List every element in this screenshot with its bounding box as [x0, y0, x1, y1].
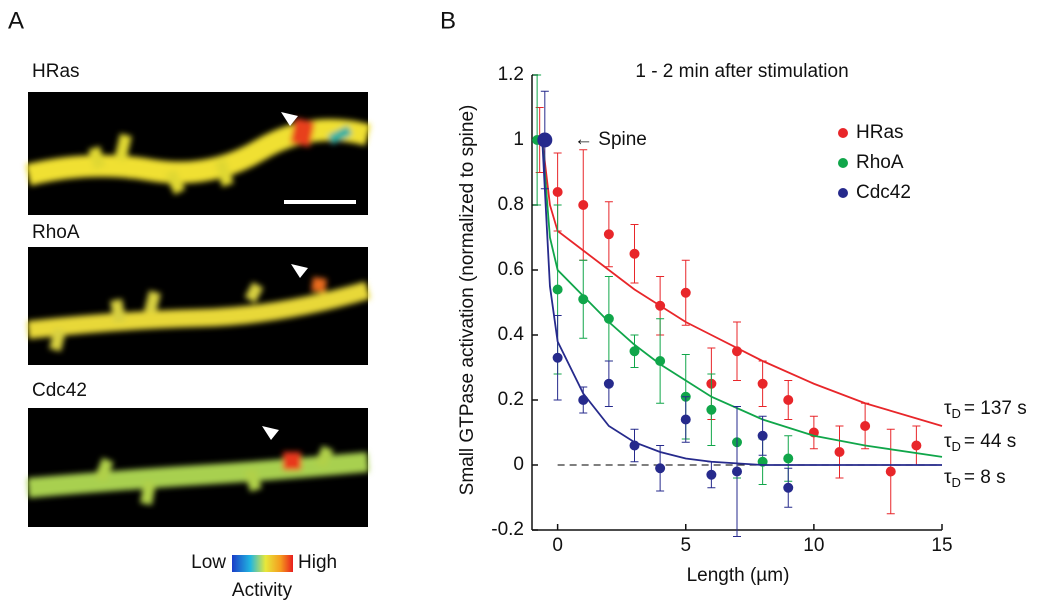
y-tick-label: 0.6	[498, 259, 524, 280]
data-point	[732, 466, 742, 477]
data-point	[603, 229, 614, 240]
data-point	[655, 463, 666, 474]
data-point	[552, 284, 563, 295]
data-point	[629, 346, 640, 357]
image-label: HRas	[32, 61, 80, 82]
tau-label: τD = 137 s	[944, 398, 1027, 421]
colorbar-high: High	[298, 552, 337, 573]
data-point	[603, 313, 614, 324]
data-point	[783, 453, 794, 464]
panel-label: A	[8, 7, 24, 34]
data-point	[655, 300, 666, 311]
data-point	[539, 135, 550, 145]
tau-symbol: τ	[944, 398, 952, 419]
y-tick-label: 1	[513, 129, 524, 150]
data-point	[834, 447, 845, 457]
x-tick-label: 15	[931, 535, 952, 556]
y-axis-label: Small GTPase activation (normalized to s…	[457, 105, 478, 496]
colorbar	[232, 555, 293, 572]
data-point	[655, 356, 666, 366]
micrograph	[27, 247, 371, 365]
y-tick-label: 1.2	[498, 64, 524, 85]
legend-marker	[838, 158, 848, 168]
data-point	[757, 430, 768, 441]
data-point	[629, 248, 640, 259]
colorbar-title: Activity	[232, 580, 293, 601]
y-tick-label: 0	[513, 454, 524, 475]
data-point	[885, 466, 896, 477]
data-point	[783, 395, 794, 405]
x-tick-label: 0	[552, 535, 563, 556]
data-point	[578, 395, 589, 405]
data-point	[706, 404, 717, 415]
data-point	[860, 421, 871, 431]
panel-label: B	[440, 7, 456, 34]
tau-subscript: D	[952, 439, 961, 454]
y-tick-label: 0.8	[498, 194, 524, 215]
spine-marker	[537, 132, 553, 148]
tau-label: τD = 8 s	[944, 467, 1006, 490]
x-tick-label: 5	[680, 535, 691, 556]
data-point	[911, 440, 922, 451]
data-point	[783, 482, 794, 493]
annotation: ← Spine	[574, 129, 647, 150]
data-point	[552, 352, 563, 363]
data-point	[603, 378, 614, 389]
data-point	[578, 200, 589, 210]
tau-text: = 137 s	[964, 398, 1027, 419]
tau-symbol: τ	[944, 467, 952, 488]
data-point	[629, 440, 640, 451]
legend-marker	[838, 188, 848, 198]
tau-subscript: D	[952, 406, 961, 421]
legend-label: Cdc42	[856, 182, 911, 203]
x-axis-label: Length (µm)	[687, 565, 790, 586]
image-label: RhoA	[32, 222, 80, 243]
tau-symbol: τ	[944, 431, 952, 452]
legend-marker	[838, 128, 848, 138]
legend-label: RhoA	[856, 152, 904, 173]
y-tick-label: 0.2	[498, 389, 524, 410]
tau-subscript: D	[952, 475, 961, 490]
data-point	[578, 294, 589, 305]
tau-text: = 8 s	[964, 467, 1006, 488]
legend-label: HRas	[856, 122, 904, 143]
image-label: Cdc42	[32, 380, 87, 401]
tau-text: = 44 s	[964, 431, 1016, 452]
y-tick-label: -0.2	[491, 519, 524, 540]
data-point	[732, 346, 742, 357]
tau-label: τD = 44 s	[944, 431, 1016, 454]
micrograph	[27, 408, 369, 527]
data-point	[552, 187, 563, 197]
x-tick-label: 10	[803, 535, 824, 556]
data-point	[706, 469, 717, 480]
data-point	[680, 287, 691, 298]
micrograph	[25, 92, 371, 215]
data-point	[680, 414, 691, 425]
chart-title: 1 - 2 min after stimulation	[635, 61, 848, 82]
y-tick-label: 0.4	[498, 324, 525, 345]
colorbar-low: Low	[191, 552, 226, 573]
data-point	[757, 378, 768, 389]
